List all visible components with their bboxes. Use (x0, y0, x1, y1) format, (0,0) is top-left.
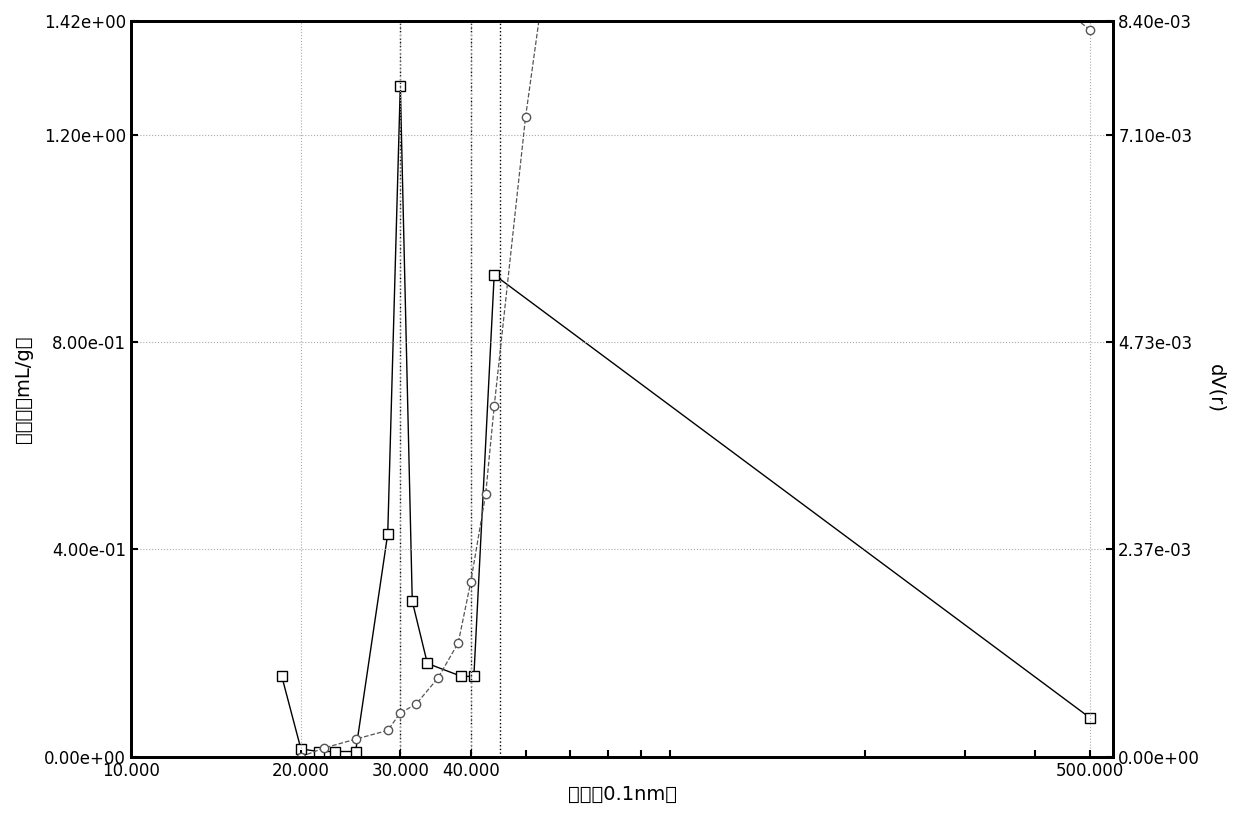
Y-axis label: dV(r): dV(r) (1206, 364, 1225, 413)
Y-axis label: 孔体积（mL/g）: 孔体积（mL/g） (14, 335, 33, 443)
X-axis label: 孔径（0.1nm）: 孔径（0.1nm） (567, 785, 676, 804)
